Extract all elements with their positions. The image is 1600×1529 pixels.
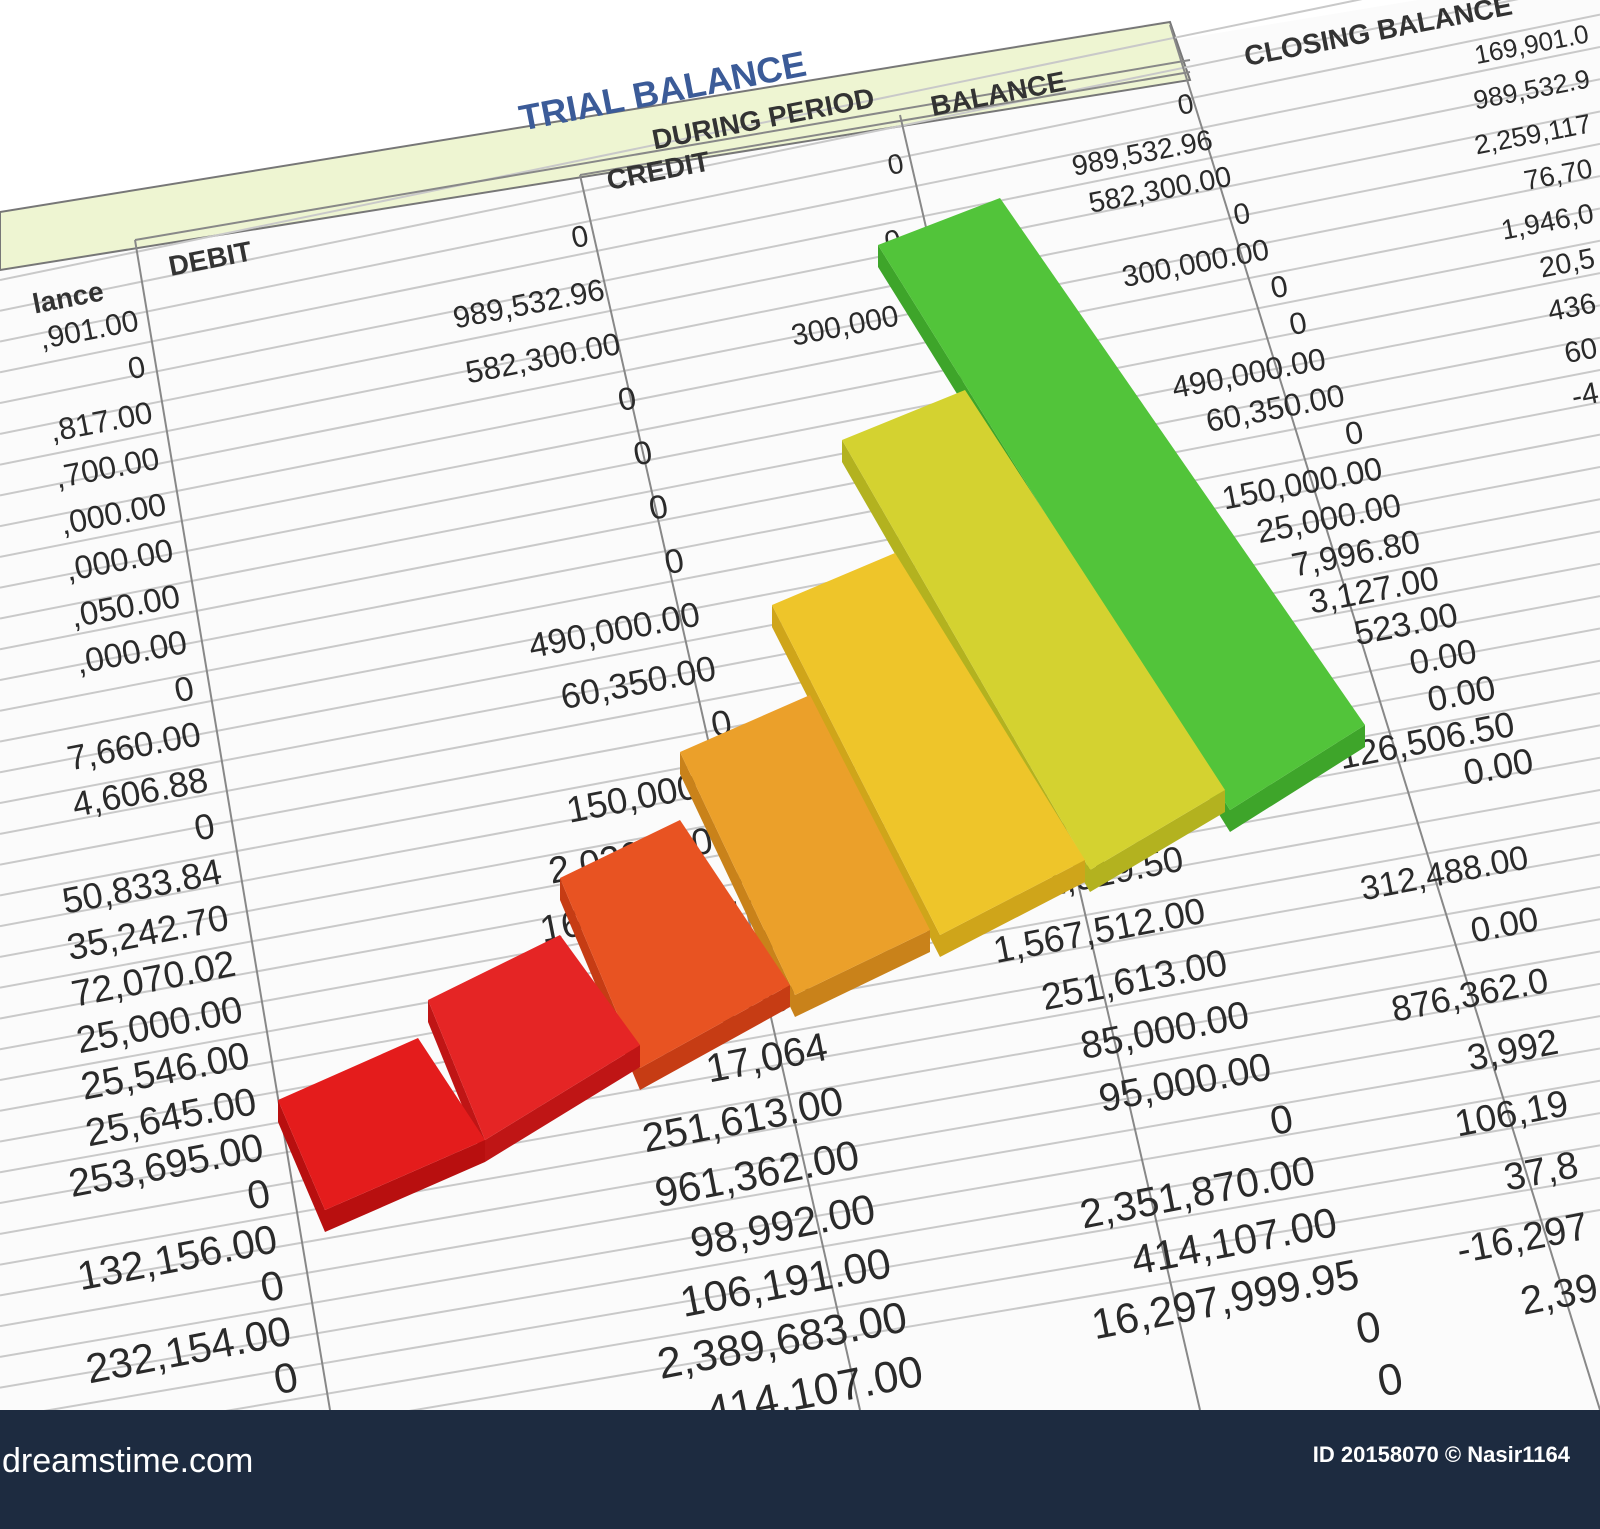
row-line xyxy=(0,142,1600,466)
row-line xyxy=(0,1079,1600,1358)
bar-top xyxy=(560,820,790,1068)
row-line xyxy=(0,13,1600,343)
row-line xyxy=(0,110,1600,435)
row-line xyxy=(0,272,1600,589)
row-line xyxy=(0,982,1600,1266)
cell: 0 xyxy=(569,219,592,255)
cell: 0 xyxy=(125,350,148,387)
column-rule xyxy=(1169,24,1600,1411)
bar-side xyxy=(640,985,790,1090)
bar-illustration xyxy=(278,198,1365,1232)
row-line xyxy=(0,369,1600,681)
row-line xyxy=(0,530,1600,835)
row-line xyxy=(0,1144,1600,1420)
header-rule xyxy=(579,71,1191,176)
bar-side xyxy=(940,860,1085,957)
cell: 0 xyxy=(1231,196,1253,232)
row-line xyxy=(0,1015,1600,1297)
row-line xyxy=(0,1112,1600,1389)
row-line xyxy=(0,1047,1600,1328)
bar-side xyxy=(795,930,930,1017)
bar-top xyxy=(278,1038,485,1210)
cell: 0 xyxy=(1286,305,1309,342)
row-line xyxy=(0,1176,1600,1451)
row-line xyxy=(0,0,1363,281)
bar-side xyxy=(1230,725,1365,832)
row-line xyxy=(0,885,1600,1174)
bar-top xyxy=(842,390,1225,870)
bar-top xyxy=(878,198,1365,810)
row-line xyxy=(0,336,1600,651)
footer-bar xyxy=(0,1410,1600,1529)
row-line xyxy=(0,207,1600,528)
footer-credit: ID 20158070 © Nasir1164 xyxy=(1313,1442,1571,1467)
row-line xyxy=(0,304,1600,620)
row-line xyxy=(0,950,1600,1235)
footer-site: dreamstime.com xyxy=(2,1442,253,1480)
header-rule xyxy=(134,59,1191,241)
bar-side xyxy=(325,1140,485,1232)
bar-side xyxy=(1090,790,1225,892)
cell: 0 xyxy=(1175,87,1196,120)
row-line xyxy=(0,918,1600,1205)
paper-top xyxy=(0,0,1600,212)
row-line xyxy=(0,78,1600,405)
cell: 60 xyxy=(1562,331,1600,370)
row-line xyxy=(0,401,1600,712)
cell: -4 xyxy=(1569,376,1600,413)
row-line xyxy=(0,45,1600,374)
row-line xyxy=(0,239,1600,558)
bar-top xyxy=(772,553,1085,935)
cell: 0 xyxy=(885,147,906,180)
bar-top xyxy=(428,935,640,1140)
bar-top xyxy=(680,695,930,995)
row-line xyxy=(0,0,1519,312)
cell: 0 xyxy=(1268,270,1291,306)
row-line xyxy=(0,175,1600,497)
bar-side xyxy=(485,1045,640,1162)
column-rule xyxy=(134,239,331,1411)
header-band xyxy=(0,20,1192,272)
row-line xyxy=(0,433,1600,743)
bar-end xyxy=(278,1100,325,1232)
